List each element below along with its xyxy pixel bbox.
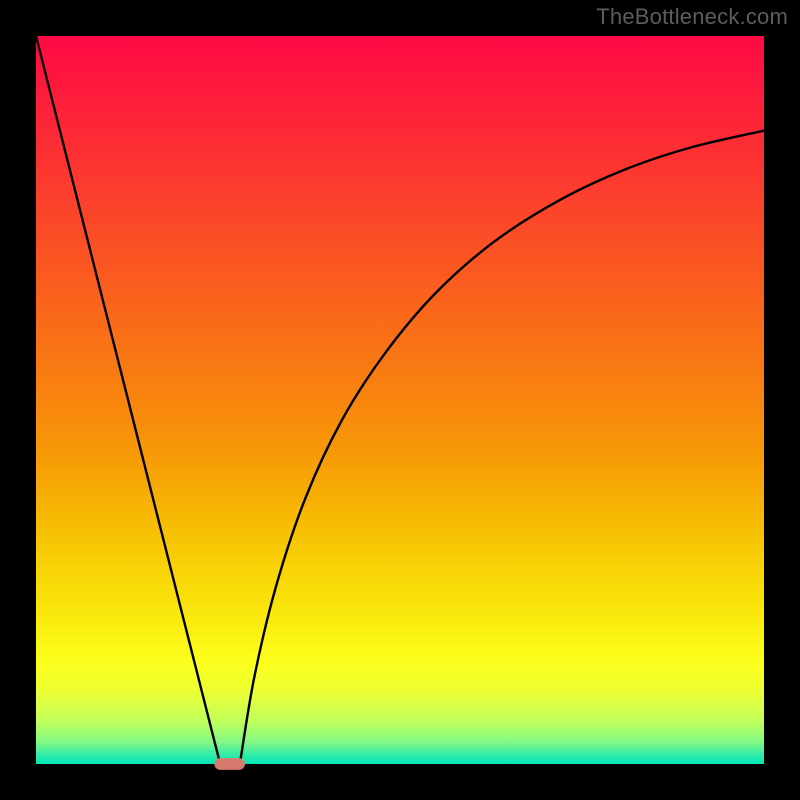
watermark-text: TheBottleneck.com (596, 4, 788, 30)
chart-container: TheBottleneck.com (0, 0, 800, 800)
plot-svg (0, 0, 800, 800)
plot-gradient-background (36, 36, 764, 764)
bottleneck-marker (214, 758, 245, 770)
